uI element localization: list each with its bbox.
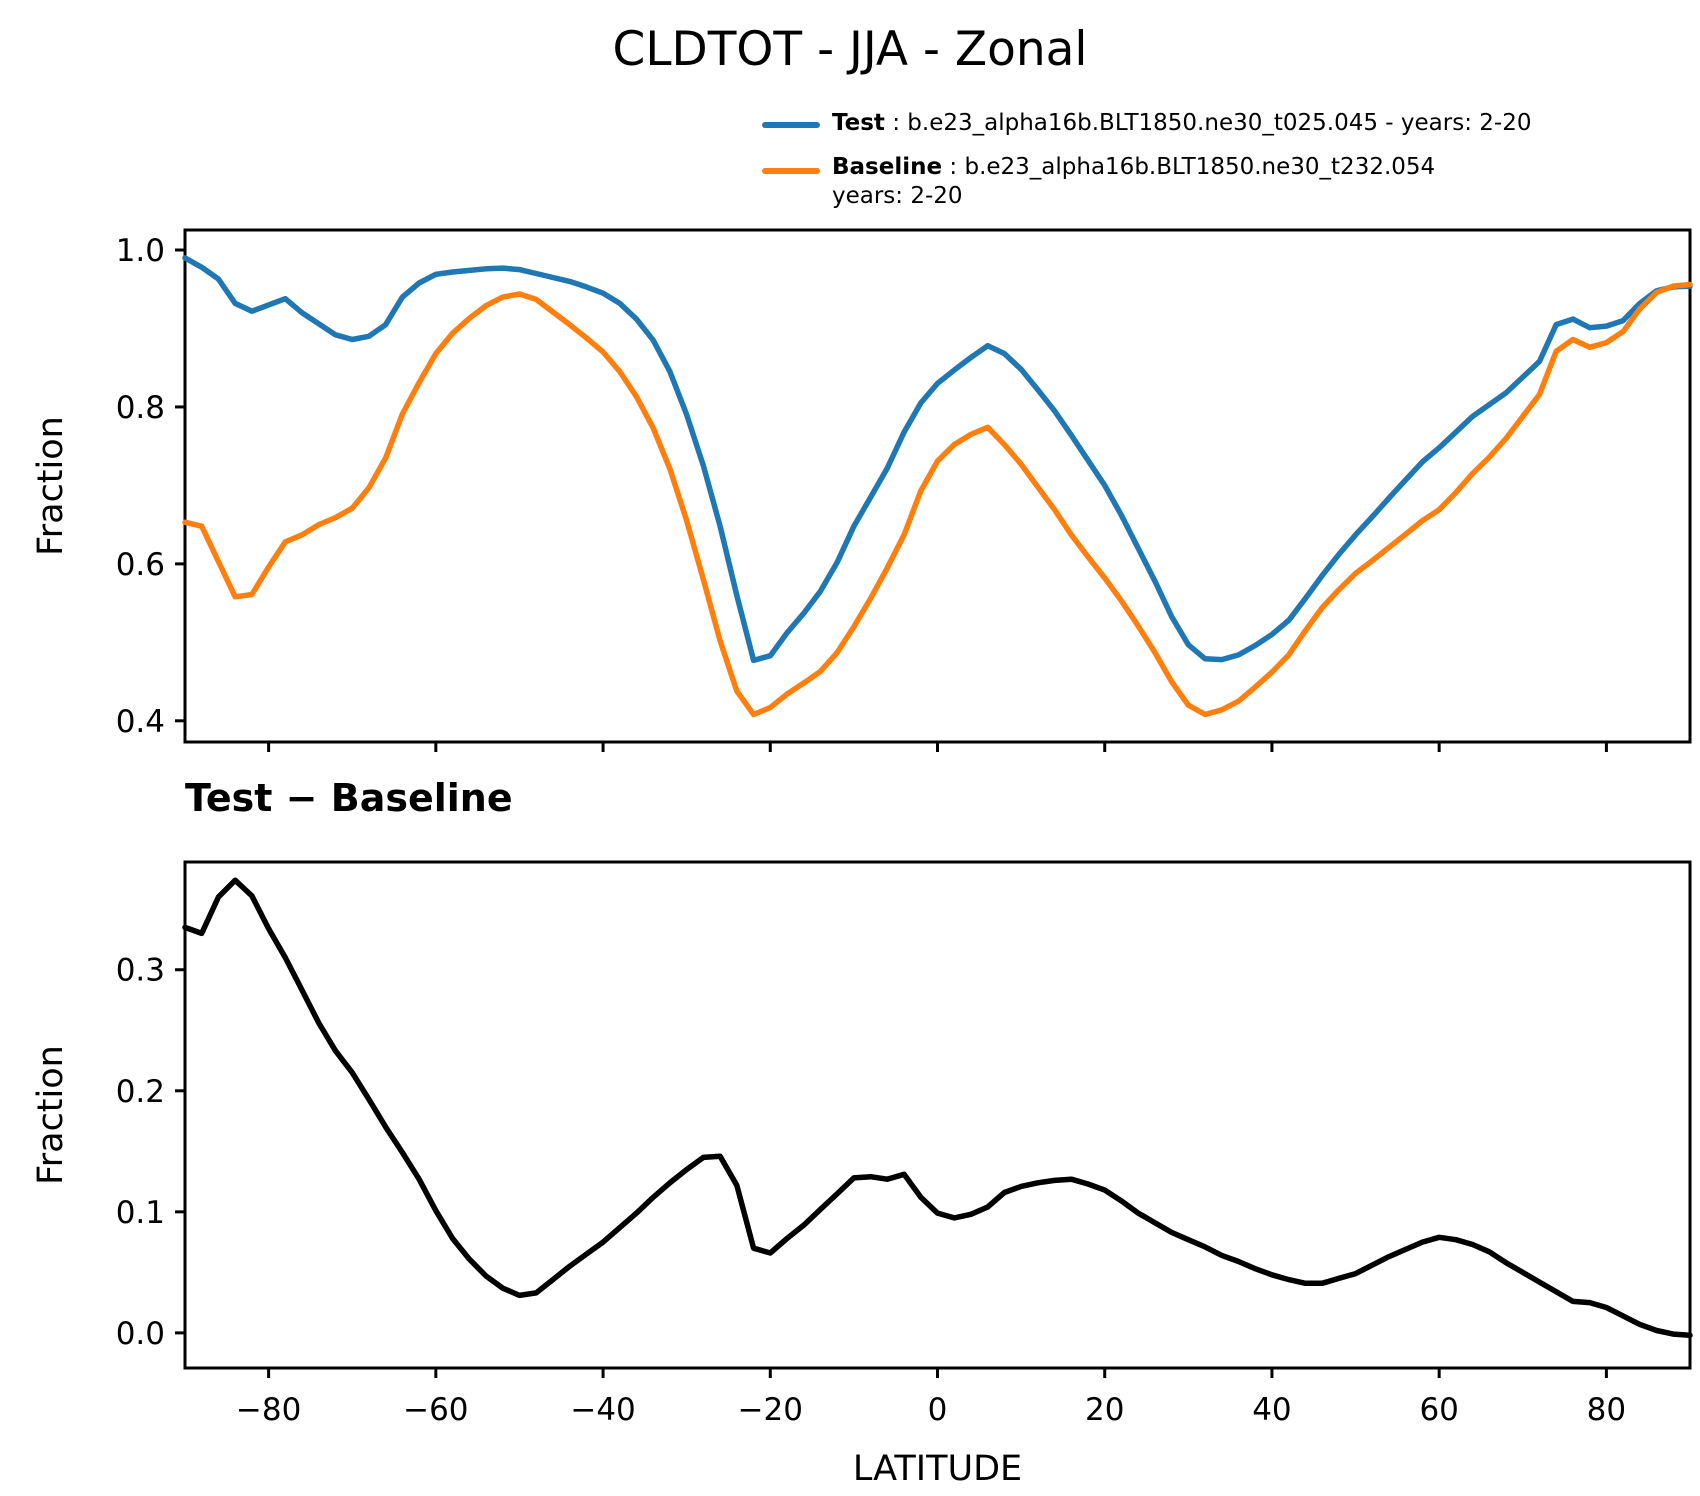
y-tick-label: 0.4	[116, 704, 165, 740]
y-tick-label: 0.6	[116, 547, 165, 583]
x-tick-label: 40	[1252, 1392, 1291, 1428]
bottom-axes: 0.0 0.1 0.2 0.3 −80 −60 −40 −20 0 20 40 60 80 Fractio…	[31, 860, 1693, 1489]
legend-baseline-text: : b.e23_alpha16b.BLT1850.ne30_t232.054	[942, 154, 1436, 180]
x-tick-label: 20	[1085, 1392, 1124, 1428]
y-tick-label: 0.1	[116, 1195, 165, 1231]
test-minus-baseline-series-line	[182, 877, 1693, 1339]
legend-baseline-years: years: 2-20	[832, 183, 963, 209]
legend-test-label: Test	[832, 110, 885, 136]
top-axes: 0.4 0.6 0.8 1.0 Fraction	[31, 228, 1693, 752]
x-tick-label: 0	[928, 1392, 948, 1428]
bottom-ylabel: Fraction	[31, 1045, 71, 1185]
y-tick-label: 0.8	[116, 390, 165, 426]
test-series-line	[182, 255, 1693, 664]
legend-test-text: : b.e23_alpha16b.BLT1850.ne30_t025.045 -…	[884, 110, 1532, 136]
y-tick-label: 0.0	[116, 1316, 165, 1352]
xlabel: LATITUDE	[853, 1449, 1022, 1489]
x-tick-label: −60	[403, 1392, 468, 1428]
x-tick-label: 60	[1419, 1392, 1458, 1428]
x-tick-label: −40	[570, 1392, 635, 1428]
legend-baseline-label: Baseline	[832, 154, 943, 180]
y-tick-label: 0.3	[116, 953, 165, 989]
top-ylabel: Fraction	[31, 416, 71, 556]
x-tick-label: −20	[738, 1392, 803, 1428]
x-tick-label: −80	[236, 1392, 301, 1428]
x-tick-label: 80	[1587, 1392, 1626, 1428]
difference-panel-title: Test − Baseline	[185, 776, 513, 820]
baseline-line-swatch	[762, 168, 820, 174]
page-title: CLDTOT - JJA - Zonal	[612, 22, 1088, 77]
baseline-series-line	[182, 281, 1693, 718]
legend-entry-baseline: Baseline : b.e23_alpha16b.BLT1850.ne30_t…	[832, 154, 1435, 180]
test-line-swatch	[762, 122, 820, 128]
y-tick-label: 1.0	[116, 233, 165, 269]
legend-entry-test: Test : b.e23_alpha16b.BLT1850.ne30_t025.…	[832, 110, 1531, 136]
y-tick-label: 0.2	[116, 1074, 165, 1110]
